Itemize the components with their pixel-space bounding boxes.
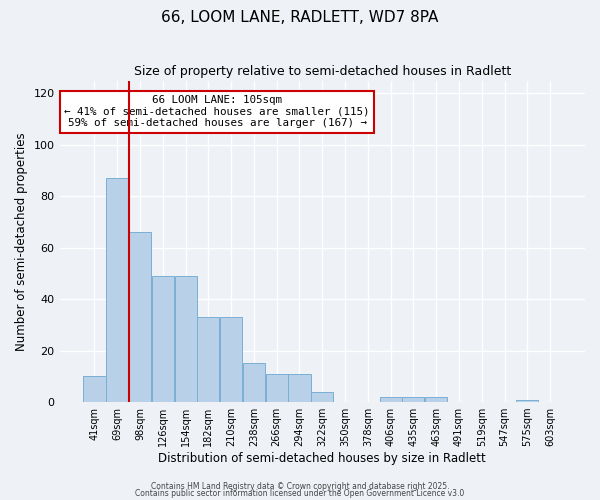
Bar: [380, 397, 401, 402]
Text: Contains HM Land Registry data © Crown copyright and database right 2025.: Contains HM Land Registry data © Crown c…: [151, 482, 449, 491]
Bar: [152, 276, 174, 402]
Bar: [220, 317, 242, 402]
Text: 66 LOOM LANE: 105sqm
← 41% of semi-detached houses are smaller (115)
59% of semi: 66 LOOM LANE: 105sqm ← 41% of semi-detac…: [64, 95, 370, 128]
Text: 66, LOOM LANE, RADLETT, WD7 8PA: 66, LOOM LANE, RADLETT, WD7 8PA: [161, 10, 439, 25]
Bar: [266, 374, 288, 402]
Bar: [403, 397, 424, 402]
Bar: [106, 178, 128, 402]
Bar: [425, 397, 447, 402]
Y-axis label: Number of semi-detached properties: Number of semi-detached properties: [15, 132, 28, 350]
Bar: [311, 392, 334, 402]
Title: Size of property relative to semi-detached houses in Radlett: Size of property relative to semi-detach…: [134, 65, 511, 78]
Bar: [129, 232, 151, 402]
Bar: [289, 374, 311, 402]
Bar: [175, 276, 197, 402]
Bar: [197, 317, 220, 402]
Bar: [83, 376, 106, 402]
Bar: [243, 364, 265, 402]
X-axis label: Distribution of semi-detached houses by size in Radlett: Distribution of semi-detached houses by …: [158, 452, 486, 465]
Text: Contains public sector information licensed under the Open Government Licence v3: Contains public sector information licen…: [136, 489, 464, 498]
Bar: [516, 400, 538, 402]
